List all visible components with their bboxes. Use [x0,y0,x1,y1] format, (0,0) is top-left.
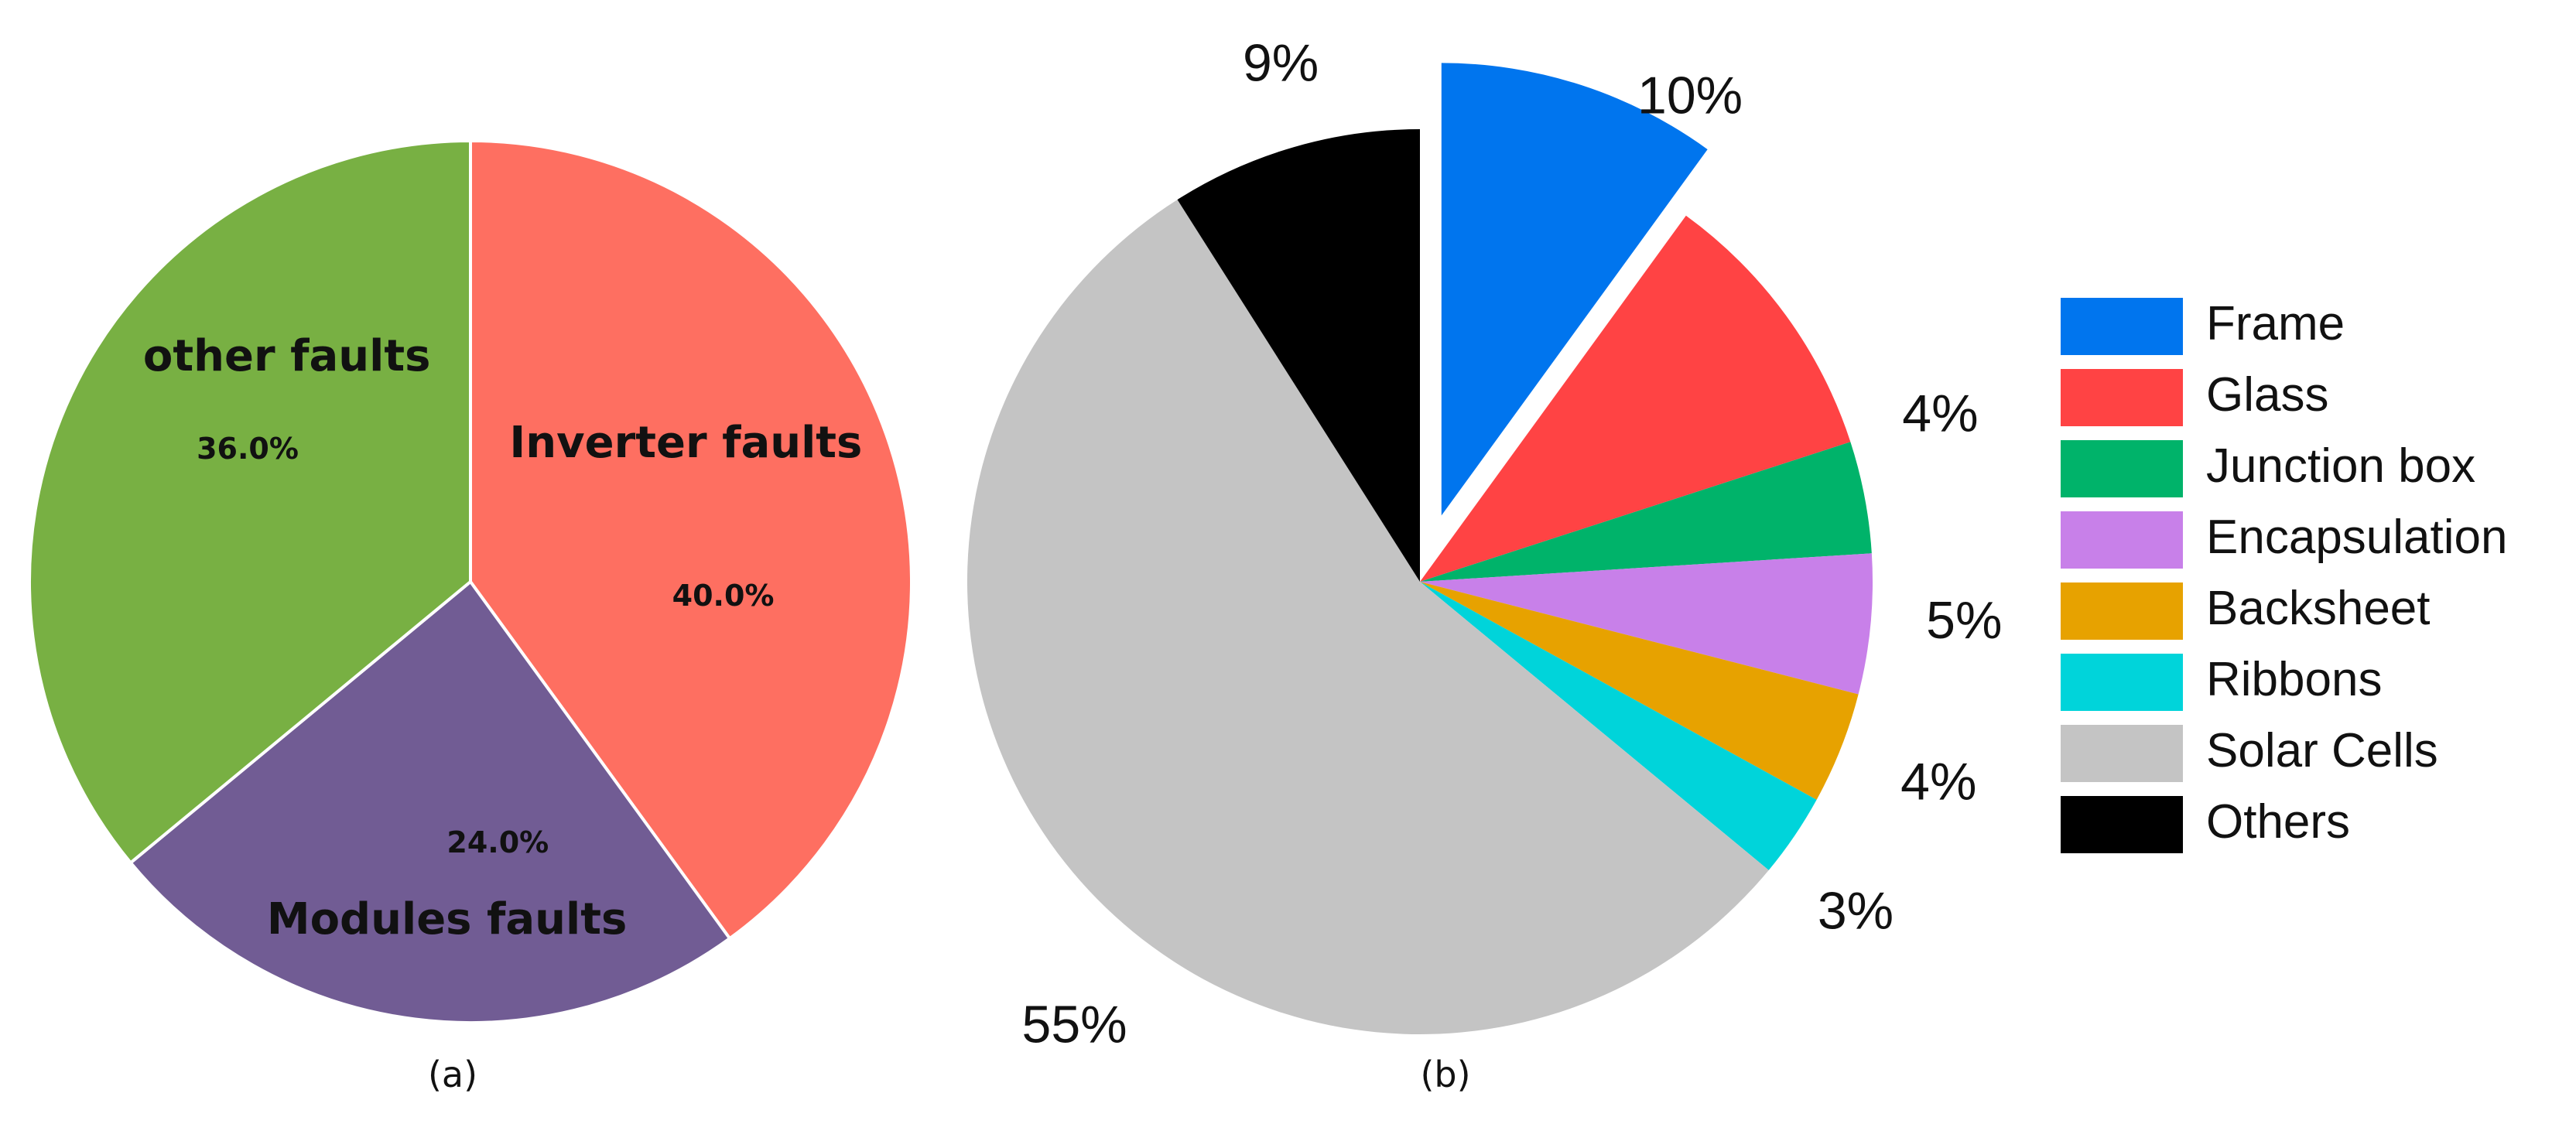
legend-swatch-glass [2061,369,2183,426]
legend-swatch-encapsulation [2061,511,2183,569]
caption-a: (a) [428,1054,477,1095]
slice-glass [1420,215,1851,582]
legend: Frame Glass Junction box Encapsulation Backs… [2061,297,2508,853]
value-label-inverter-faults: 40.0% [672,579,775,613]
pie-chart-b: 10% 4% 5% 4% 3% 55% 9% [966,34,2002,1054]
slice-label-other-faults: other faults [143,331,431,381]
value-label-solar-cells: 55% [1022,995,1127,1054]
slice-inverter-faults [469,138,913,941]
value-label-backsheet: 4% [1900,752,1976,811]
slice-backsheet [1420,582,1859,800]
slice-label-inverter-faults: Inverter faults [509,418,862,468]
legend-swatch-ribbons [2061,654,2183,711]
legend-label-solar-cells: Solar Cells [2206,724,2438,777]
value-label-other-faults: 36.0% [197,432,299,466]
legend-swatch-solar-cells [2061,725,2183,782]
slice-label-modules-faults: Modules faults [267,894,627,945]
value-label-encapsulation: 5% [1926,591,2002,650]
value-label-modules-faults: 24.0% [446,825,549,859]
legend-label-frame: Frame [2206,297,2345,350]
legend-label-backsheet: Backsheet [2206,582,2431,635]
legend-swatch-backsheet [2061,582,2183,640]
slice-encapsulation [1420,553,1873,695]
caption-b: (b) [1420,1054,1470,1095]
value-label-ribbons: 3% [1818,881,1894,940]
legend-swatch-frame [2061,298,2183,355]
slice-other-faults [28,138,472,866]
legend-swatch-others [2061,796,2183,853]
slice-modules-faults [128,579,732,1024]
legend-label-others: Others [2206,795,2350,849]
slice-solar-cells [966,200,1769,1035]
legend-label-glass: Glass [2206,368,2328,422]
value-label-others: 9% [1243,34,1319,93]
value-label-glass: 10% [1637,66,1743,125]
slice-junction-box [1420,442,1872,582]
pie-chart-a: Inverter faults 40.0% Modules faults 24.0% o… [28,138,913,1024]
legend-label-junction-box: Junction box [2206,439,2475,493]
slice-others [1177,129,1420,582]
legend-swatch-junction-box [2061,440,2183,497]
value-label-junction-box: 4% [1902,384,1978,443]
slice-ribbons [1420,582,1817,870]
slice-frame [1441,63,1708,516]
legend-label-ribbons: Ribbons [2206,653,2382,706]
legend-label-encapsulation: Encapsulation [2206,511,2508,564]
